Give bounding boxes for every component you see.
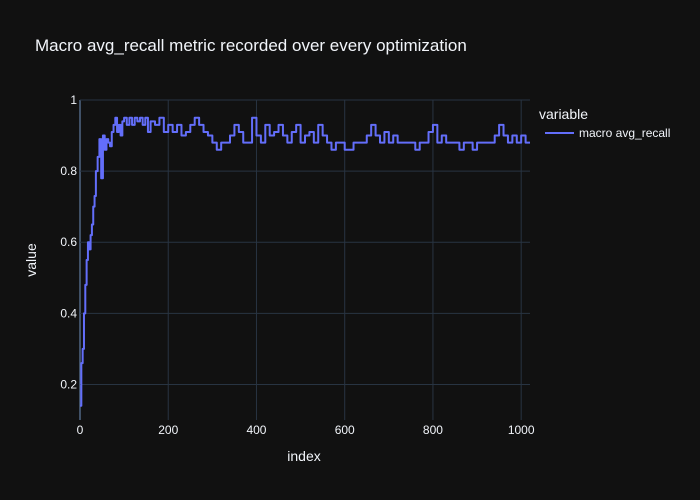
x-axis-title: index [287,448,320,464]
legend-title: variable [539,106,588,122]
grid-lines [79,99,530,420]
chart-title: Macro avg_recall metric recorded over ev… [35,36,467,55]
x-tick-label: 0 [77,423,84,437]
plot-area [80,100,530,420]
y-axis-title: value [23,243,39,277]
y-tick-label: 0.8 [60,164,77,178]
legend: variable macro avg_recall [539,106,670,140]
y-tick-label: 1 [70,93,77,107]
x-tick-label: 400 [246,423,266,437]
x-tick-label: 600 [335,423,355,437]
series-line-macro-avg-recall[interactable] [80,116,530,407]
legend-item-macro-avg-recall[interactable]: macro avg_recall [579,126,670,140]
y-tick-label: 0.6 [60,235,77,249]
tick-labels: 0 200 400 600 800 1000 0.2 0.4 0.6 0.8 1 [60,93,535,437]
y-tick-label: 0.4 [60,306,77,320]
x-tick-label: 1000 [508,423,535,437]
x-tick-label: 800 [423,423,443,437]
y-tick-label: 0.2 [60,377,77,391]
x-tick-label: 200 [158,423,178,437]
